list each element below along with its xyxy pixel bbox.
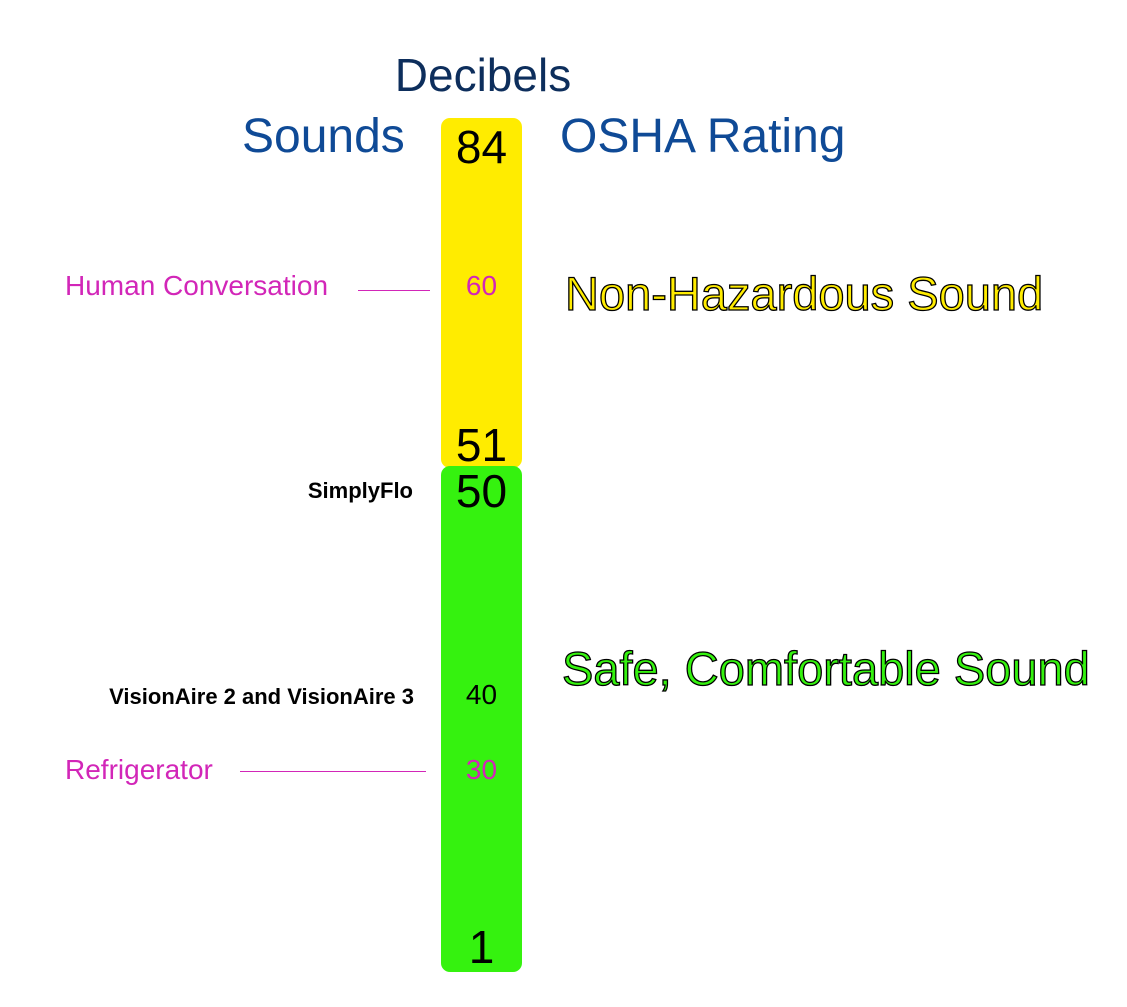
scale-label-30: 30: [465, 754, 498, 785]
non-hazardous-rating-label: Non-Hazardous Sound: [564, 267, 1044, 320]
refrigerator-leader-line: [240, 771, 426, 772]
simplyflo-label: SimplyFlo: [307, 478, 413, 503]
human-conversation-leader-line: [358, 290, 430, 291]
scale-label-51: 51: [455, 419, 508, 471]
non-hazardous-zone-bar: [441, 118, 522, 468]
scale-label-40: 40: [465, 679, 498, 710]
safe-zone-bar: [441, 466, 522, 972]
refrigerator-label: Refrigerator: [65, 754, 213, 785]
safe-comfortable-rating-label: Safe, Comfortable Sound: [561, 642, 1090, 695]
scale-label-50: 50: [455, 465, 508, 517]
visionaire-label: VisionAire 2 and VisionAire 3: [109, 684, 414, 709]
page-title: Decibels: [394, 49, 572, 101]
scale-label-60: 60: [465, 270, 498, 301]
scale-label-84: 84: [455, 121, 508, 173]
sounds-column-header: Sounds: [242, 110, 405, 163]
scale-label-1: 1: [468, 921, 495, 973]
human-conversation-label: Human Conversation: [65, 270, 329, 301]
osha-rating-column-header: OSHA Rating: [560, 110, 846, 163]
